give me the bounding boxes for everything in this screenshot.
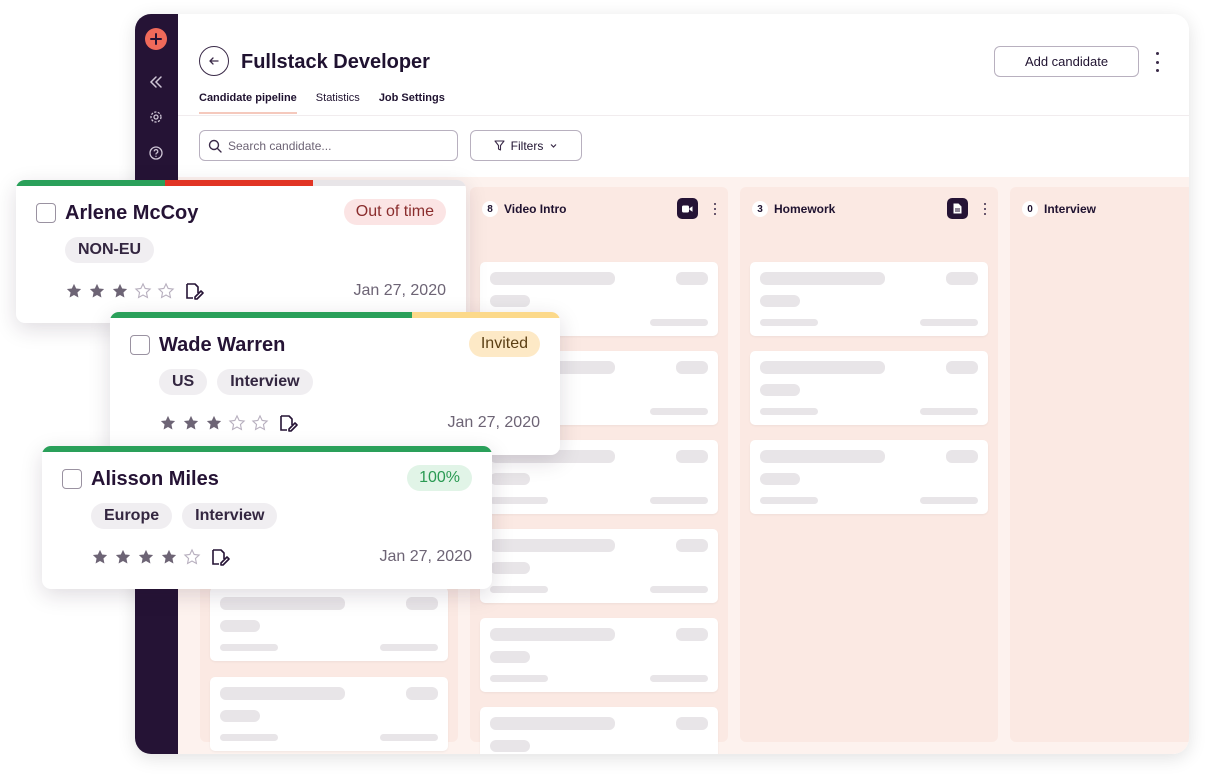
progress-bar <box>110 312 560 318</box>
skeleton-card <box>210 677 448 751</box>
back-button[interactable] <box>199 46 229 76</box>
tag: NON-EU <box>65 237 155 263</box>
star-filled-icon[interactable] <box>205 414 223 432</box>
star-empty-icon[interactable] <box>157 282 175 300</box>
star-filled-icon[interactable] <box>91 548 109 566</box>
column-menu-icon[interactable] <box>713 203 717 215</box>
column-menu-icon[interactable] <box>983 203 987 215</box>
progress-segment <box>42 446 492 452</box>
skeleton-card <box>480 529 718 603</box>
tab-statistics[interactable]: Statistics <box>315 92 360 104</box>
column-video-intro: 8 Video Intro <box>470 187 728 754</box>
candidate-checkbox[interactable] <box>36 203 56 223</box>
progress-bar <box>42 446 492 452</box>
tag: US <box>159 369 208 395</box>
tag: Europe <box>91 503 173 529</box>
tag: Interview <box>217 369 313 395</box>
candidate-name: Alisson Miles <box>91 468 219 490</box>
candidate-card[interactable]: Wade Warren Invited US Interview Jan 27,… <box>110 312 560 455</box>
search-icon <box>208 139 222 153</box>
star-filled-icon[interactable] <box>137 548 155 566</box>
star-filled-icon[interactable] <box>65 282 83 300</box>
skeleton-card <box>480 618 718 692</box>
progress-segment <box>411 312 560 318</box>
star-empty-icon[interactable] <box>134 282 152 300</box>
header-divider <box>178 115 1189 116</box>
column-count: 8 <box>482 201 498 217</box>
skeleton-card <box>750 351 988 425</box>
column-header: 8 Video Intro <box>482 201 566 217</box>
add-note-icon[interactable] <box>210 548 230 566</box>
column-homework: 3 Homework <box>740 187 998 742</box>
skeleton-card <box>480 707 718 754</box>
column-count: 3 <box>752 201 768 217</box>
document-icon[interactable] <box>947 198 968 219</box>
arrow-left-icon <box>209 57 219 65</box>
star-filled-icon[interactable] <box>182 414 200 432</box>
video-icon[interactable] <box>677 198 698 219</box>
add-candidate-button[interactable]: Add candidate <box>994 46 1139 77</box>
star-filled-icon[interactable] <box>111 282 129 300</box>
star-rating[interactable] <box>65 282 204 300</box>
column-title: Interview <box>1044 202 1097 216</box>
column-title: Homework <box>774 202 836 216</box>
filter-icon <box>494 140 505 151</box>
star-rating[interactable] <box>91 548 230 566</box>
star-filled-icon[interactable] <box>159 414 177 432</box>
add-note-icon[interactable] <box>278 414 298 432</box>
star-filled-icon[interactable] <box>114 548 132 566</box>
filters-button[interactable]: Filters <box>470 130 582 161</box>
add-icon[interactable] <box>145 28 167 50</box>
more-options-icon[interactable] <box>1151 52 1163 72</box>
tabs: Candidate pipeline Statistics Job Settin… <box>199 92 445 114</box>
candidate-card[interactable]: Arlene McCoy Out of time NON-EU Jan 27, … <box>16 180 466 323</box>
column-header: 3 Homework <box>752 201 835 217</box>
tag-list: Europe Interview <box>91 503 278 529</box>
tag: Interview <box>182 503 278 529</box>
help-icon[interactable] <box>145 142 167 164</box>
star-empty-icon[interactable] <box>228 414 246 432</box>
search-input[interactable]: Search candidate... <box>199 130 458 161</box>
progress-segment <box>313 180 466 186</box>
skeleton-card <box>750 440 988 514</box>
candidate-name: Wade Warren <box>159 334 286 356</box>
progress-segment <box>164 180 313 186</box>
star-filled-icon[interactable] <box>160 548 178 566</box>
candidate-checkbox[interactable] <box>62 469 82 489</box>
tab-candidate-pipeline[interactable]: Candidate pipeline <box>199 92 297 114</box>
star-filled-icon[interactable] <box>88 282 106 300</box>
column-header: 0 Interview <box>1022 201 1096 217</box>
star-empty-icon[interactable] <box>183 548 201 566</box>
add-note-icon[interactable] <box>184 282 204 300</box>
skeleton-card <box>210 587 448 661</box>
column-count: 0 <box>1022 201 1038 217</box>
skeleton-card <box>750 262 988 336</box>
tag-list: NON-EU <box>65 237 155 263</box>
candidate-date: Jan 27, 2020 <box>379 548 472 565</box>
tab-job-settings[interactable]: Job Settings <box>378 92 445 104</box>
status-badge: Out of time <box>343 199 446 225</box>
search-placeholder: Search candidate... <box>228 138 332 153</box>
filters-label: Filters <box>510 138 544 153</box>
page-title: Fullstack Developer <box>241 51 430 73</box>
progress-bar <box>16 180 466 186</box>
candidate-checkbox[interactable] <box>130 335 150 355</box>
status-badge: Invited <box>468 331 540 357</box>
tag-list: US Interview <box>159 369 313 395</box>
progress-segment <box>110 312 412 318</box>
progress-segment <box>16 180 165 186</box>
candidate-card[interactable]: Alisson Miles 100% Europe Interview Jan … <box>42 446 492 589</box>
candidate-name: Arlene McCoy <box>65 202 199 224</box>
chevron-down-icon <box>550 144 557 148</box>
candidate-date: Jan 27, 2020 <box>353 282 446 299</box>
settings-gear-icon[interactable] <box>145 106 167 128</box>
column-title: Video Intro <box>504 202 567 216</box>
candidate-date: Jan 27, 2020 <box>447 414 540 431</box>
column-interview: 0 Interview <box>1010 187 1189 742</box>
status-badge: 100% <box>407 465 472 491</box>
collapse-sidebar-icon[interactable] <box>145 71 167 93</box>
star-rating[interactable] <box>159 414 298 432</box>
star-empty-icon[interactable] <box>251 414 269 432</box>
